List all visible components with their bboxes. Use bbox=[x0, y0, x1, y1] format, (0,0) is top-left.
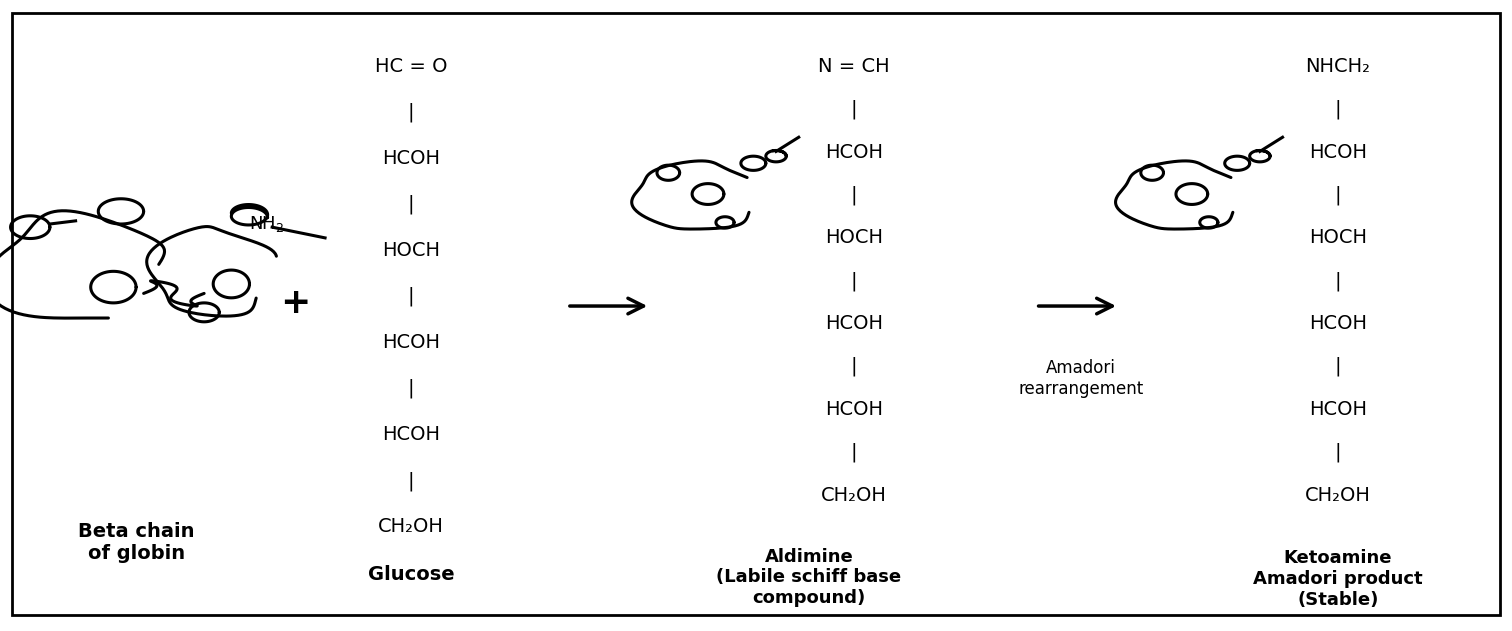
Text: HCOH: HCOH bbox=[383, 425, 440, 444]
Text: |: | bbox=[851, 186, 857, 204]
Text: +: + bbox=[280, 286, 310, 320]
Text: NH$_2$: NH$_2$ bbox=[249, 214, 284, 234]
Text: |: | bbox=[1335, 357, 1341, 376]
Text: HCOH: HCOH bbox=[383, 149, 440, 168]
Text: CH₂OH: CH₂OH bbox=[821, 486, 888, 505]
Text: HCOH: HCOH bbox=[383, 333, 440, 352]
Text: HOCH: HOCH bbox=[383, 241, 440, 260]
Text: CH₂OH: CH₂OH bbox=[378, 517, 445, 536]
Text: |: | bbox=[408, 195, 414, 214]
Text: HCOH: HCOH bbox=[826, 314, 883, 333]
Text: HOCH: HOCH bbox=[826, 228, 883, 247]
Text: HCOH: HCOH bbox=[1309, 143, 1367, 162]
Text: HC = O: HC = O bbox=[375, 57, 448, 76]
Text: HCOH: HCOH bbox=[826, 400, 883, 419]
Text: |: | bbox=[1335, 100, 1341, 119]
Text: |: | bbox=[1335, 186, 1341, 204]
Text: |: | bbox=[408, 379, 414, 398]
Text: |: | bbox=[1335, 271, 1341, 290]
Text: Amadori
rearrangement: Amadori rearrangement bbox=[1019, 359, 1143, 398]
Text: Beta chain
of globin: Beta chain of globin bbox=[77, 522, 195, 563]
Text: HCOH: HCOH bbox=[1309, 314, 1367, 333]
Text: |: | bbox=[851, 357, 857, 376]
Text: |: | bbox=[408, 471, 414, 490]
Text: Ketoamine
Amadori product
(Stable): Ketoamine Amadori product (Stable) bbox=[1253, 550, 1423, 609]
Text: N = CH: N = CH bbox=[818, 57, 891, 76]
Text: |: | bbox=[851, 100, 857, 119]
Text: |: | bbox=[408, 103, 414, 122]
Text: HCOH: HCOH bbox=[826, 143, 883, 162]
Text: CH₂OH: CH₂OH bbox=[1305, 486, 1371, 505]
Text: HCOH: HCOH bbox=[1309, 400, 1367, 419]
Text: NHCH₂: NHCH₂ bbox=[1306, 57, 1370, 76]
Text: Aldimine
(Labile schiff base
compound): Aldimine (Labile schiff base compound) bbox=[717, 548, 901, 607]
Text: |: | bbox=[851, 271, 857, 290]
Text: |: | bbox=[851, 443, 857, 462]
Text: |: | bbox=[408, 287, 414, 306]
Text: Glucose: Glucose bbox=[367, 565, 455, 584]
Text: |: | bbox=[1335, 443, 1341, 462]
Text: HOCH: HOCH bbox=[1309, 228, 1367, 247]
